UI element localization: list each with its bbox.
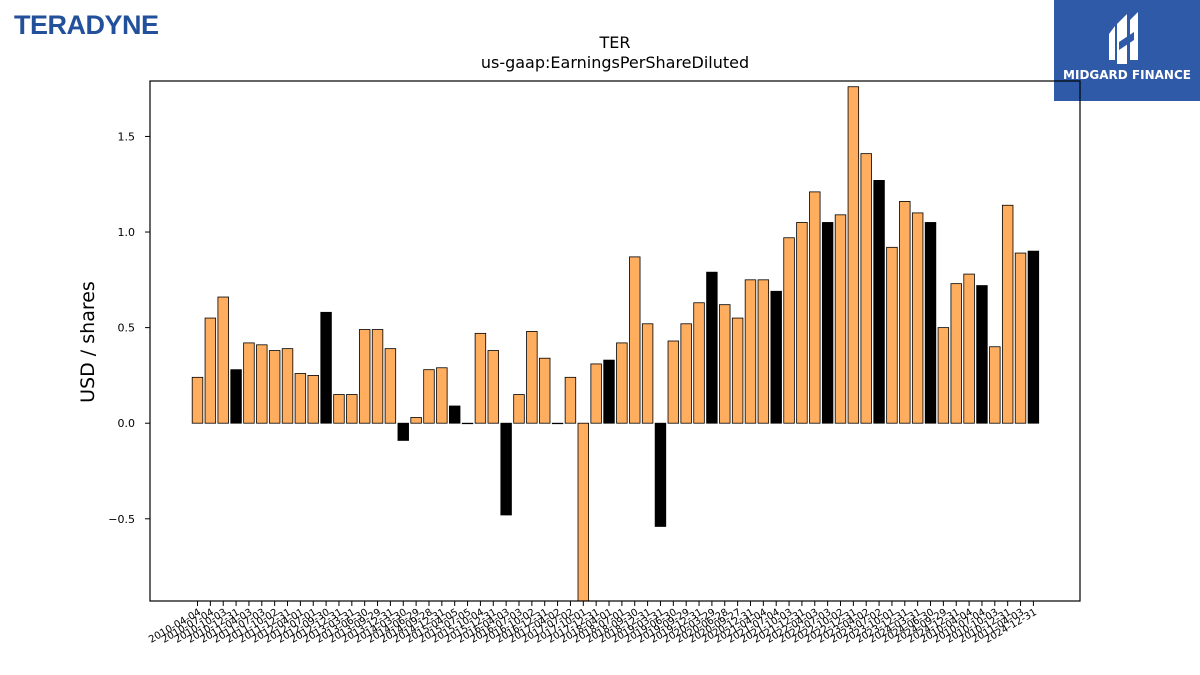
bar-7 xyxy=(281,348,294,424)
bar-14 xyxy=(371,329,384,424)
bar-51 xyxy=(847,86,860,424)
bar-38 xyxy=(680,323,692,424)
y-tick-label: 1.5 xyxy=(118,130,136,143)
bar-54 xyxy=(886,246,898,424)
bar-2 xyxy=(217,296,229,424)
bar-22 xyxy=(474,332,487,424)
bar-15 xyxy=(384,348,397,424)
bar-37 xyxy=(667,340,680,424)
bar-17 xyxy=(410,417,422,424)
bar-23 xyxy=(487,350,499,424)
bar-34 xyxy=(629,256,641,424)
bar-18 xyxy=(423,369,435,424)
bar-42 xyxy=(731,317,744,424)
bar-26 xyxy=(526,331,538,424)
bar-21 xyxy=(461,422,474,425)
chart-title: TER xyxy=(599,33,631,52)
bar-49 xyxy=(821,222,834,424)
bar-9 xyxy=(307,375,319,424)
bar-6 xyxy=(268,350,281,424)
bar-30 xyxy=(577,422,590,602)
bar-44 xyxy=(757,279,770,424)
bar-32 xyxy=(603,359,615,424)
bar-55 xyxy=(899,201,911,424)
bar-5 xyxy=(256,344,268,424)
bar-47 xyxy=(796,222,808,424)
bar-25 xyxy=(513,394,525,424)
y-tick-label: 1.0 xyxy=(118,226,136,239)
bar-41 xyxy=(719,304,731,424)
bar-36 xyxy=(654,422,667,527)
bar-24 xyxy=(500,422,512,516)
bar-45 xyxy=(770,290,782,424)
bar-35 xyxy=(641,323,654,424)
bar-28 xyxy=(551,422,564,425)
bar-19 xyxy=(436,367,448,424)
bar-29 xyxy=(564,376,577,424)
bar-8 xyxy=(294,373,307,424)
bar-20 xyxy=(448,405,461,424)
midgard-finance-badge: MIDGARD FINANCE xyxy=(1054,0,1200,101)
bar-62 xyxy=(989,346,1001,424)
bar-48 xyxy=(809,191,821,424)
bar-16 xyxy=(397,422,409,441)
badge-text: MIDGARD FINANCE xyxy=(1063,68,1191,82)
y-axis-label: USD / shares xyxy=(77,281,99,403)
bar-31 xyxy=(590,363,602,424)
bar-56 xyxy=(911,212,924,424)
bar-64 xyxy=(1014,252,1027,424)
bar-0 xyxy=(191,376,204,424)
bar-60 xyxy=(963,273,975,424)
bar-43 xyxy=(744,279,757,424)
bar-40 xyxy=(706,271,718,424)
bar-39 xyxy=(693,302,705,424)
bar-58 xyxy=(937,327,950,424)
bar-11 xyxy=(333,394,345,424)
bar-3 xyxy=(230,369,242,424)
y-tick-label: 0.5 xyxy=(118,322,136,335)
bar-46 xyxy=(783,237,795,424)
bar-57 xyxy=(924,222,937,424)
plot-frame xyxy=(149,80,1081,602)
bar-52 xyxy=(860,153,872,424)
bar-50 xyxy=(834,214,847,424)
bar-1 xyxy=(204,317,217,424)
y-tick-label: −0.5 xyxy=(108,513,135,526)
y-tick-label: 0.0 xyxy=(118,417,136,430)
bar-33 xyxy=(616,342,628,424)
bar-12 xyxy=(346,394,358,424)
bar-10 xyxy=(320,311,332,424)
bar-61 xyxy=(976,285,988,424)
bar-4 xyxy=(243,342,255,424)
chart-subtitle: us-gaap:EarningsPerShareDiluted xyxy=(481,53,749,72)
midgard-logo-icon xyxy=(1109,12,1138,64)
bar-59 xyxy=(950,283,962,424)
bar-63 xyxy=(1001,204,1014,424)
bar-27 xyxy=(539,357,551,424)
bar-53 xyxy=(873,180,885,424)
bar-13 xyxy=(358,329,371,424)
bar-65 xyxy=(1027,250,1040,424)
company-logo: TERADYNE xyxy=(14,10,159,40)
